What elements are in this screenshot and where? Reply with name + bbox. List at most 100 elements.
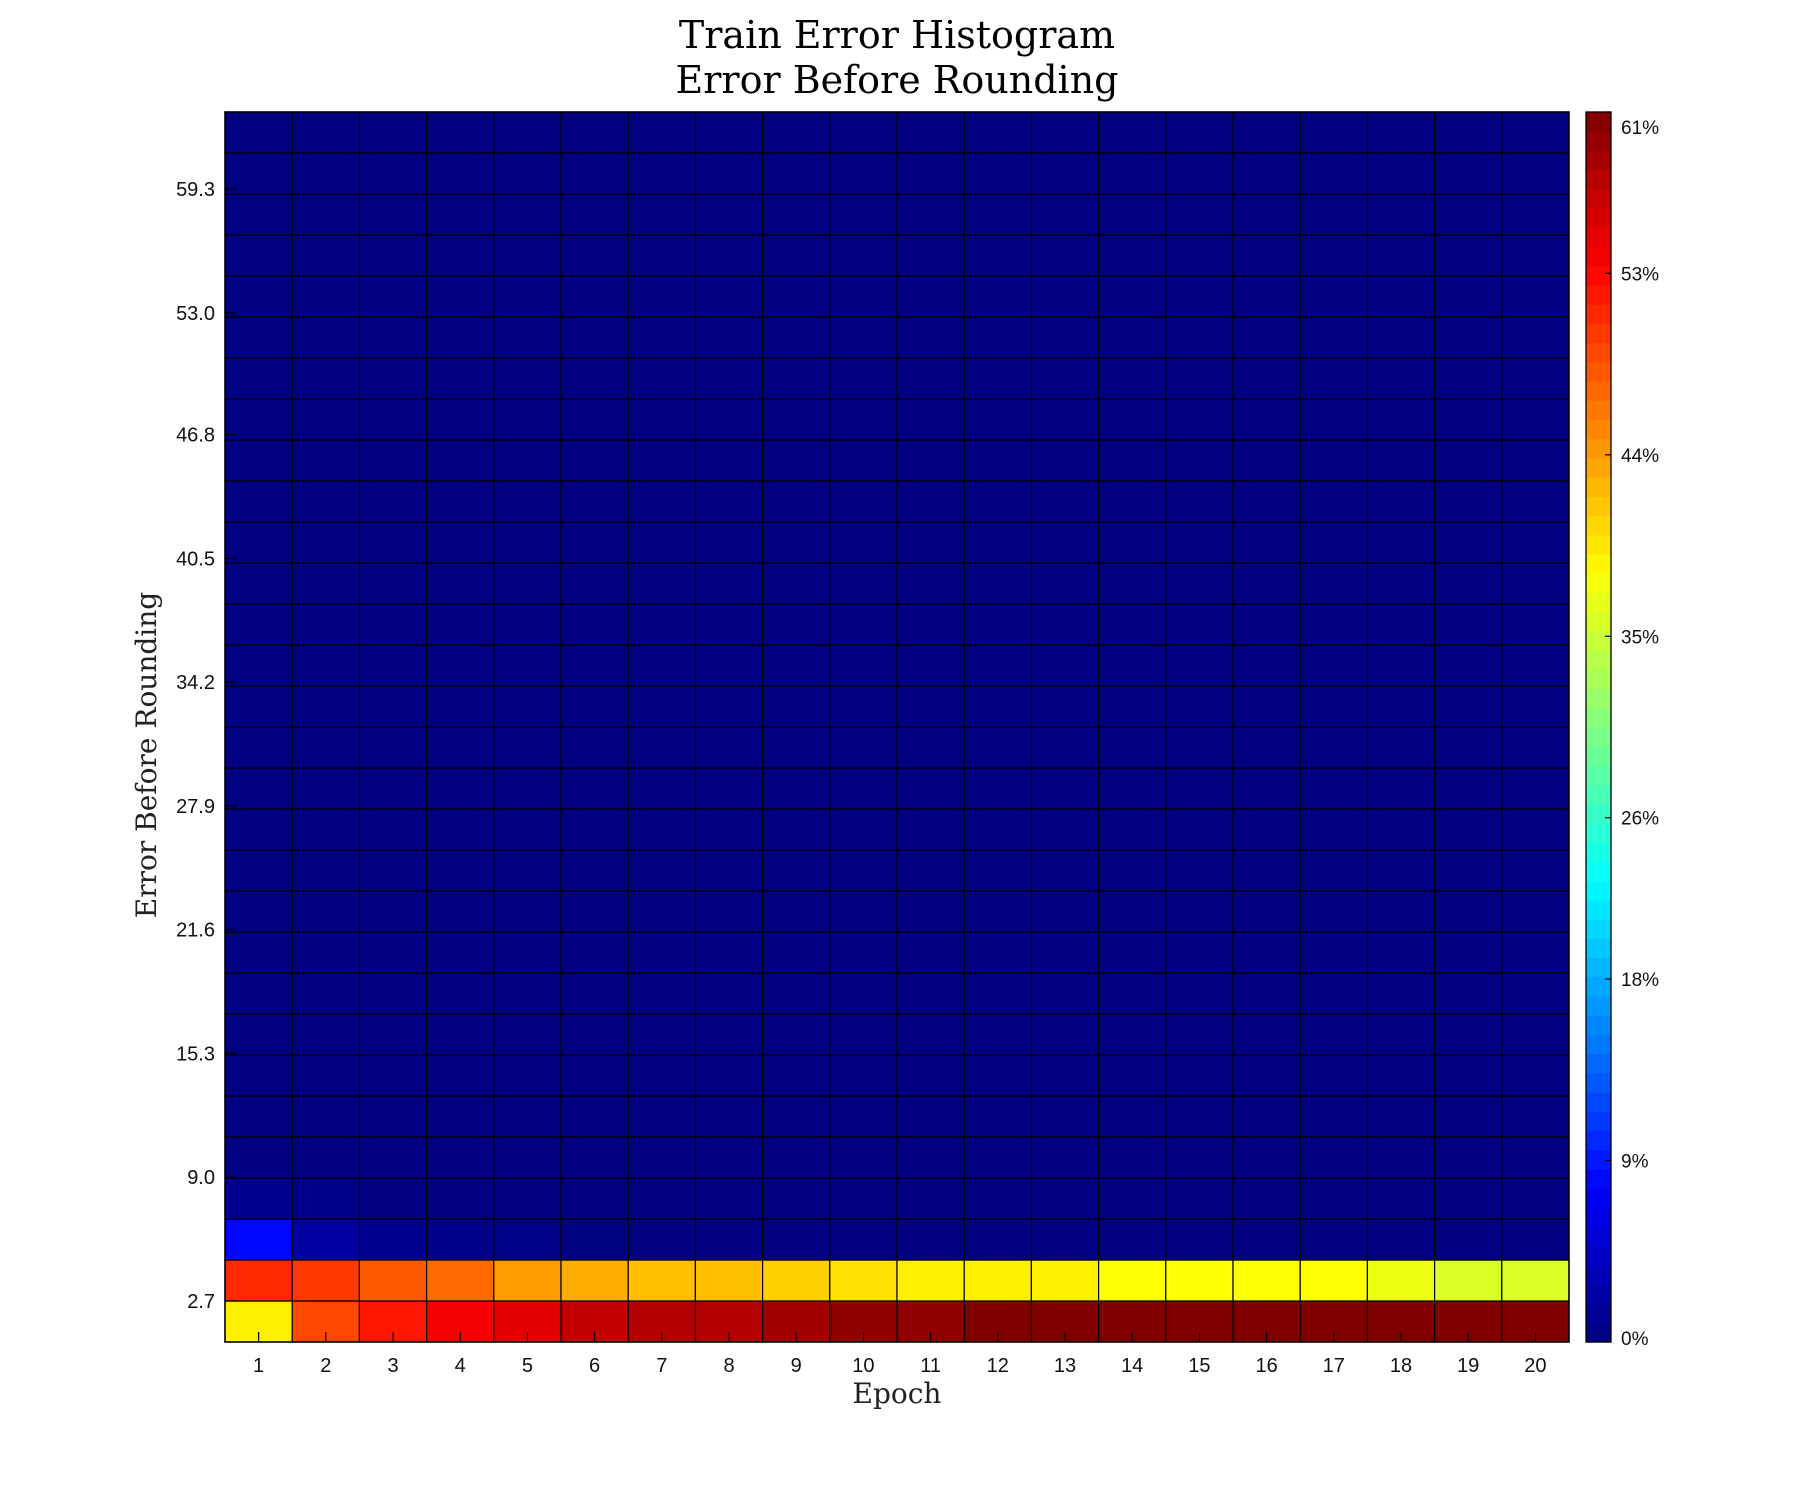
heatmap-cell xyxy=(1501,644,1570,687)
heatmap-cell xyxy=(627,972,697,1015)
colorbar-segment xyxy=(1586,861,1611,882)
heatmap-cell xyxy=(426,521,495,564)
heatmap-cell xyxy=(829,111,898,154)
colorbar-segment xyxy=(1586,208,1611,228)
heatmap-cell xyxy=(426,1054,495,1097)
heatmap-cell xyxy=(627,890,697,933)
y-tick-label: 27.9 xyxy=(176,796,215,818)
heatmap-cell xyxy=(896,808,965,851)
heatmap-cell xyxy=(1097,480,1167,523)
heatmap-cell xyxy=(493,972,562,1015)
heatmap-cell xyxy=(1165,1095,1234,1138)
heatmap-cell xyxy=(963,1259,1033,1302)
plot-frame xyxy=(224,111,1570,1343)
colorbar-tick-label: 0% xyxy=(1621,1329,1649,1350)
heatmap-cell xyxy=(1299,1054,1368,1097)
heatmap-cell xyxy=(1097,644,1167,687)
heatmap-cell xyxy=(1433,1218,1503,1261)
heatmap-cell xyxy=(1433,152,1503,195)
heatmap-cell xyxy=(963,152,1033,195)
heatmap-cell xyxy=(493,193,562,236)
heatmap-cell xyxy=(1366,234,1436,277)
heatmap-cell xyxy=(224,890,293,933)
heatmap-cell xyxy=(1232,234,1301,277)
heatmap-cell xyxy=(1030,890,1100,933)
heatmap-cell xyxy=(761,972,831,1015)
colorbar-segment xyxy=(1586,496,1611,517)
heatmap-cell xyxy=(224,357,293,400)
heatmap-cell xyxy=(1501,521,1570,564)
colorbar-segment xyxy=(1586,284,1611,305)
heatmap-cell xyxy=(829,1177,898,1220)
heatmap-cell xyxy=(1299,808,1368,851)
heatmap-cell xyxy=(1366,1177,1436,1220)
heatmap-cell xyxy=(1165,767,1234,810)
heatmap-cell xyxy=(1097,1218,1167,1261)
heatmap-cell xyxy=(829,685,898,728)
heatmap-cells xyxy=(224,111,1570,1343)
heatmap-cell xyxy=(1097,1013,1167,1056)
heatmap-cell xyxy=(1232,1013,1301,1056)
colorbar-segment xyxy=(1586,112,1611,132)
y-tick-label: 40.5 xyxy=(176,548,215,570)
heatmap-cell xyxy=(1501,808,1570,851)
colorbar-segment xyxy=(1586,592,1611,613)
heatmap-cell xyxy=(963,1218,1033,1261)
heatmap-cell xyxy=(963,1136,1033,1179)
heatmap-cell xyxy=(1501,1136,1570,1179)
heatmap-cell xyxy=(1299,1095,1368,1138)
heatmap-cell xyxy=(694,890,764,933)
heatmap-cell xyxy=(1299,152,1368,195)
heatmap-cell xyxy=(1501,726,1570,769)
heatmap-cell xyxy=(694,603,764,646)
heatmap-cell xyxy=(694,562,764,605)
heatmap-cell xyxy=(493,685,562,728)
x-tick-label: 5 xyxy=(522,1355,533,1377)
heatmap-cell xyxy=(963,439,1033,482)
heatmap-cell xyxy=(358,357,428,400)
heatmap-cell xyxy=(560,111,629,154)
heatmap-cell xyxy=(1433,562,1503,605)
heatmap-cell xyxy=(1030,849,1100,892)
heatmap-cell xyxy=(291,1218,361,1261)
y-tick-label: 2.7 xyxy=(187,1291,215,1313)
heatmap-cell xyxy=(627,685,697,728)
heatmap-cell xyxy=(1433,1013,1503,1056)
heatmap-cell xyxy=(291,890,361,933)
heatmap-cell xyxy=(1232,726,1301,769)
x-axis-label: Epoch xyxy=(853,1377,942,1410)
colorbar-segment xyxy=(1586,688,1611,709)
colorbar-segment xyxy=(1586,150,1611,171)
heatmap-cell xyxy=(627,1177,697,1220)
heatmap-cell xyxy=(224,1259,293,1302)
heatmap-cell xyxy=(1366,644,1436,687)
colorbar-segment xyxy=(1586,1226,1611,1247)
heatmap-cell xyxy=(829,1054,898,1097)
heatmap-cell xyxy=(1232,808,1301,851)
colorbar-segment xyxy=(1586,611,1611,632)
heatmap-cell xyxy=(627,1054,697,1097)
heatmap-cell xyxy=(1366,767,1436,810)
heatmap-cell xyxy=(1097,439,1167,482)
colorbar-segment xyxy=(1586,823,1611,843)
colorbar-segment xyxy=(1586,765,1611,786)
heatmap-cell xyxy=(1299,726,1368,769)
heatmap-cell xyxy=(1433,726,1503,769)
colorbar-tick-label: 44% xyxy=(1621,446,1659,467)
heatmap-cell xyxy=(1366,1054,1436,1097)
heatmap-cell xyxy=(627,1136,697,1179)
x-tick-label: 2 xyxy=(320,1355,331,1377)
colorbar-tick-label: 18% xyxy=(1621,970,1659,991)
heatmap-cell xyxy=(1501,111,1570,154)
heatmap-cell xyxy=(627,1218,697,1261)
heatmap-cell xyxy=(1030,767,1100,810)
heatmap-cell xyxy=(224,111,293,154)
heatmap-cell xyxy=(426,316,495,359)
heatmap-cell xyxy=(896,357,965,400)
heatmap-cell xyxy=(761,1013,831,1056)
heatmap-cell xyxy=(224,398,293,441)
heatmap-cell xyxy=(1030,1136,1100,1179)
heatmap-cell xyxy=(761,1054,831,1097)
heatmap-cell xyxy=(1097,316,1167,359)
